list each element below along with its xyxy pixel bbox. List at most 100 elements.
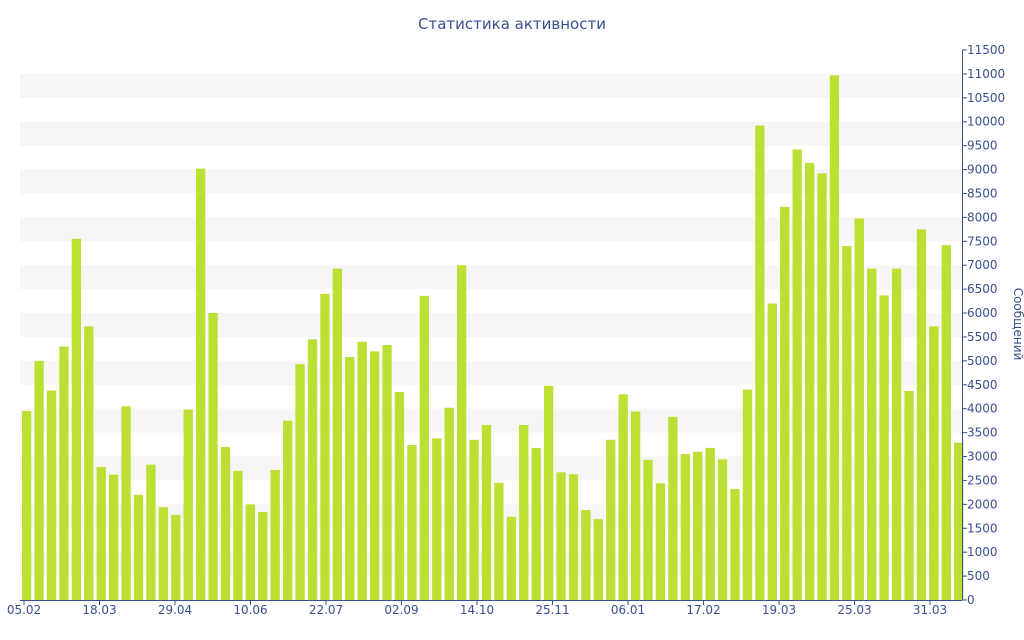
bar <box>71 238 82 600</box>
bar <box>519 424 529 600</box>
bar <box>183 409 193 600</box>
bar <box>220 446 231 600</box>
x-tick-labels: 05.02 18.03 29.04 10.06 22.07 02.09 14.10 25.11… <box>7 603 947 617</box>
bar <box>407 445 417 600</box>
bar <box>941 245 951 600</box>
y-tick-label: 5500 <box>967 330 998 344</box>
bar <box>258 512 268 600</box>
y-tick-label: 1000 <box>967 545 998 559</box>
bar <box>345 357 355 600</box>
x-tick-label: 14.10 <box>460 603 494 617</box>
bar <box>456 265 467 600</box>
x-tick-label: 25.03 <box>837 603 871 617</box>
chart-title: Статистика активности <box>418 15 606 33</box>
bar <box>593 519 603 600</box>
bar <box>133 494 144 600</box>
y-tick-label: 4500 <box>967 378 998 392</box>
grid-band <box>20 121 962 146</box>
y-tick-label: 1500 <box>967 521 998 535</box>
bar <box>556 472 566 600</box>
bar <box>929 326 939 600</box>
bar <box>742 389 753 600</box>
bar <box>108 474 119 600</box>
bar <box>382 345 392 600</box>
bar <box>804 162 815 600</box>
y-tick-labels: 0 500 1000 1500 2000 2500 3000 3500 4000 4500 5000… <box>967 43 1005 607</box>
bar <box>158 507 169 600</box>
bar <box>842 246 852 600</box>
bar <box>369 351 380 600</box>
x-tick-label: 19.03 <box>762 603 796 617</box>
bar <box>717 459 728 600</box>
bar <box>867 268 877 600</box>
x-tick-label: 17.02 <box>686 603 720 617</box>
bar <box>606 439 616 600</box>
grid-band <box>20 265 962 290</box>
bar <box>494 482 504 600</box>
y-tick-label: 4000 <box>967 402 998 416</box>
bar <box>543 385 554 600</box>
bar <box>655 483 666 600</box>
y-tick-label: 10000 <box>967 115 1005 129</box>
bar <box>581 510 591 600</box>
bar <box>121 406 131 600</box>
x-tick-label: 25.11 <box>535 603 569 617</box>
bar <box>245 504 256 600</box>
bar <box>904 391 914 600</box>
y-tick-label: 500 <box>967 569 990 583</box>
y-tick-label: 2000 <box>967 497 998 511</box>
grid-band <box>20 313 962 337</box>
grid-band <box>20 360 962 385</box>
bar <box>506 516 516 600</box>
bar <box>195 168 206 601</box>
bar <box>22 411 32 600</box>
bar <box>96 467 106 600</box>
y-tick-label: 2500 <box>967 473 998 487</box>
bar <box>394 391 405 600</box>
bar <box>730 489 740 600</box>
bar <box>954 442 964 600</box>
bar <box>618 394 628 600</box>
x-tick-label: 10.06 <box>233 603 267 617</box>
y-tick-label: 3000 <box>967 450 998 464</box>
bar <box>295 364 305 600</box>
grid-band <box>20 217 962 242</box>
bar <box>146 464 156 600</box>
bar <box>705 447 715 600</box>
y-tick-label: 10500 <box>967 91 1005 105</box>
bar <box>916 229 927 600</box>
bar <box>668 416 678 600</box>
axes <box>20 49 967 605</box>
bar <box>282 420 293 600</box>
bar <box>307 339 318 600</box>
bar <box>46 390 57 600</box>
bar <box>59 346 69 600</box>
y-tick-label: 0 <box>967 593 975 607</box>
grid-band <box>20 73 962 98</box>
bar <box>481 424 492 600</box>
x-tick-label: 22.07 <box>309 603 343 617</box>
grid-band <box>20 408 962 433</box>
x-tick-label: 29.04 <box>158 603 192 617</box>
x-tick-label: 05.02 <box>7 603 41 617</box>
y-tick-label: 9000 <box>967 163 998 177</box>
bar <box>891 268 902 600</box>
y-tick-label: 5000 <box>967 354 998 368</box>
bar <box>767 303 777 600</box>
bar <box>829 75 840 601</box>
y-tick-label: 6500 <box>967 282 998 296</box>
bar <box>879 295 889 600</box>
y-tick-label: 7000 <box>967 258 998 272</box>
grid-band <box>20 169 962 194</box>
bar <box>630 411 641 600</box>
x-tick-label: 31.03 <box>913 603 947 617</box>
bar <box>854 218 864 600</box>
y-tick-label: 3500 <box>967 426 998 440</box>
bar <box>469 439 479 600</box>
bar <box>680 454 690 600</box>
bar <box>357 341 367 600</box>
bar <box>233 470 243 600</box>
bar <box>780 206 790 600</box>
bar <box>171 514 181 600</box>
